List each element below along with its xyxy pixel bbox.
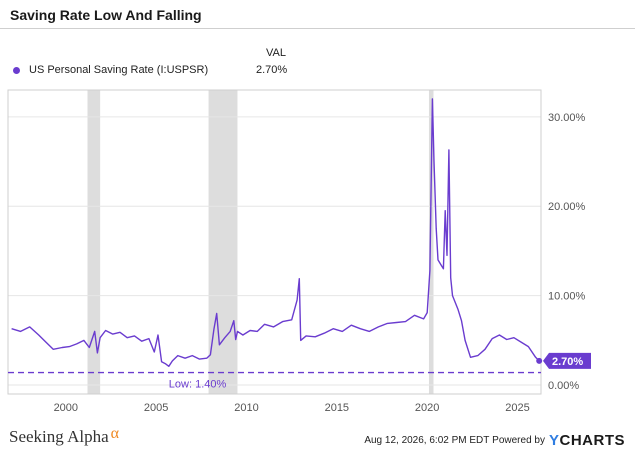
ycharts-logo-mark: Y [548, 432, 560, 449]
footer-timestamp: Aug 12, 2026, 6:02 PM EDT [364, 435, 490, 446]
last-value-flag [543, 352, 591, 369]
footer-powered-by: Powered by [492, 435, 545, 446]
x-axis-ticks: 2000 2005 2010 2015 2020 2025 [54, 402, 530, 411]
last-value-marker [536, 357, 543, 364]
x-tick-label: 2010 [234, 402, 258, 411]
line-chart[interactable]: 0.00% 10.00% 20.00% 30.00% 2000 2005 2010 2015… [0, 86, 635, 411]
legend-series-label: US Personal Saving Rate (I:USPSR) [29, 64, 209, 76]
recession-band-3 [428, 90, 434, 394]
recession-band-1 [87, 90, 101, 394]
ycharts-wordmark: CHARTS [559, 432, 625, 449]
plot-frame [7, 89, 542, 395]
series-line-saving-rate[interactable] [11, 98, 540, 367]
x-tick-label: 2015 [325, 402, 349, 411]
y-tick-label: 0.00% [548, 380, 579, 392]
x-tick-label: 2005 [144, 402, 168, 411]
seeking-alpha-wordmark: Seeking Alpha [9, 427, 109, 446]
last-value-label: 2.70% [552, 356, 583, 368]
ycharts-logo: YCHARTS [549, 432, 625, 449]
seeking-alpha-logo: Seeking Alpha α [9, 425, 119, 447]
alpha-mark: α [110, 425, 120, 442]
footer-attribution: Aug 12, 2026, 6:02 PM EDT Powered by YCH… [364, 432, 625, 449]
x-tick-label: 2025 [505, 402, 529, 411]
x-tick-label: 2020 [415, 402, 439, 411]
low-reference-label: Low: 1.40% [169, 379, 227, 391]
y-tick-label: 20.00% [548, 201, 586, 213]
title-divider [0, 28, 635, 29]
y-tick-label: 30.00% [548, 112, 586, 124]
legend-series-dot [13, 66, 20, 74]
legend-column-header: VAL [266, 47, 286, 59]
recession-band-2 [208, 90, 238, 394]
legend-series-value: 2.70% [256, 64, 288, 76]
page-title: Saving Rate Low And Falling [10, 7, 202, 23]
y-tick-label: 10.00% [548, 291, 586, 303]
legend-entry[interactable]: US Personal Saving Rate (I:USPSR) [13, 64, 208, 76]
y-axis-ticks: 0.00% 10.00% 20.00% 30.00% [548, 112, 586, 392]
recession-bands [87, 90, 434, 394]
x-tick-label: 2000 [54, 402, 78, 411]
